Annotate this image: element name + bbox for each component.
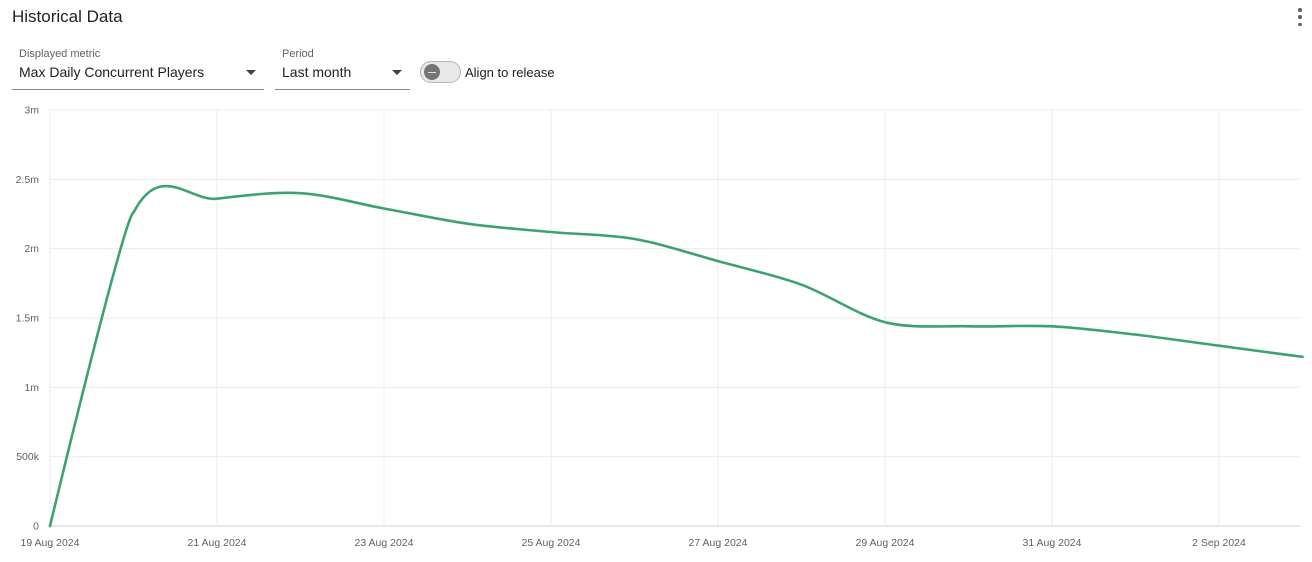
x-tick-label: 27 Aug 2024	[689, 537, 748, 549]
x-tick-label: 21 Aug 2024	[188, 537, 247, 549]
displayed-metric-label: Displayed metric	[19, 48, 101, 60]
chart-series	[48, 184, 1304, 528]
series-line	[48, 184, 1304, 528]
y-tick-label: 1.5m	[16, 313, 40, 325]
x-tick-label: 29 Aug 2024	[856, 537, 915, 549]
y-tick-label: 500k	[16, 451, 40, 463]
x-tick-label: 2 Sep 2024	[1192, 537, 1246, 549]
period-value: Last month	[282, 64, 352, 80]
y-tick-label: 0	[33, 521, 39, 533]
y-tick-label: 3m	[24, 105, 39, 117]
x-tick-label: 31 Aug 2024	[1023, 537, 1082, 549]
dropdown-arrow-icon	[246, 70, 256, 75]
toggle-knob	[424, 64, 440, 80]
x-tick-label: 25 Aug 2024	[522, 537, 581, 549]
page-title: Historical Data	[12, 7, 123, 26]
period-label: Period	[282, 48, 314, 60]
align-to-release-toggle[interactable]	[420, 61, 461, 83]
period-select[interactable]: Period Last month	[275, 44, 410, 90]
y-tick-label: 1m	[24, 382, 39, 394]
x-tick-label: 19 Aug 2024	[21, 537, 80, 549]
displayed-metric-select[interactable]: Displayed metric Max Daily Concurrent Pl…	[12, 44, 264, 90]
chart-grid	[49, 109, 1300, 527]
x-tick-label: 23 Aug 2024	[355, 537, 414, 549]
x-axis: 19 Aug 2024 21 Aug 2024 23 Aug 2024 25 Aug …	[21, 537, 1247, 549]
more-vert-icon[interactable]	[1294, 8, 1306, 26]
displayed-metric-value: Max Daily Concurrent Players	[19, 64, 205, 80]
dropdown-arrow-icon	[392, 70, 402, 75]
y-axis: 0 500k 1m 1.5m 2m 2.5m 3m	[16, 105, 40, 533]
y-tick-label: 2.5m	[16, 174, 40, 186]
align-to-release-label: Align to release	[465, 65, 555, 80]
y-tick-label: 2m	[24, 243, 39, 255]
